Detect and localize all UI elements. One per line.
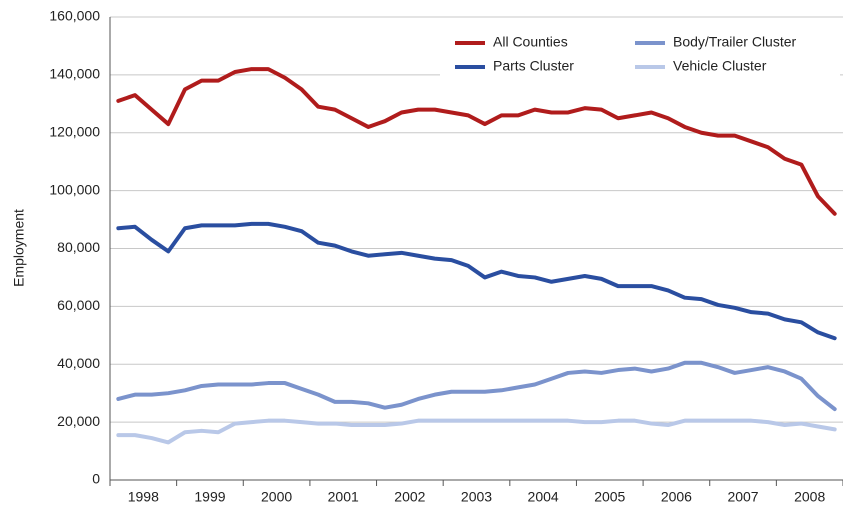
y-tick-label: 80,000 — [57, 239, 100, 255]
x-tick-label: 2005 — [594, 489, 625, 505]
legend — [440, 26, 840, 84]
y-tick-label: 40,000 — [57, 355, 100, 371]
y-tick-label: 20,000 — [57, 413, 100, 429]
legend-label: Vehicle Cluster — [673, 58, 767, 74]
x-tick-label: 2004 — [528, 489, 559, 505]
x-tick-label: 2002 — [394, 489, 425, 505]
y-tick-label: 120,000 — [49, 123, 100, 139]
y-tick-label: 160,000 — [49, 8, 100, 24]
legend-label: All Counties — [493, 34, 568, 50]
x-tick-label: 1999 — [194, 489, 225, 505]
y-tick-label: 100,000 — [49, 181, 100, 197]
x-tick-label: 2006 — [661, 489, 692, 505]
series-line — [116, 67, 837, 216]
y-axis-label: Employment — [11, 209, 27, 287]
y-tick-label: 140,000 — [49, 66, 100, 82]
x-tick-label: 2008 — [794, 489, 825, 505]
legend-label: Parts Cluster — [493, 58, 574, 74]
x-tick-label: 2003 — [461, 489, 492, 505]
series-line — [116, 221, 837, 341]
x-tick-label: 1998 — [128, 489, 159, 505]
x-tick-label: 2007 — [727, 489, 758, 505]
x-tick-label: 2000 — [261, 489, 292, 505]
legend-label: Body/Trailer Cluster — [673, 34, 797, 50]
y-tick-label: 0 — [92, 471, 100, 487]
y-tick-label: 60,000 — [57, 297, 100, 313]
series-line — [116, 360, 837, 412]
series-line — [116, 418, 837, 445]
x-tick-label: 2001 — [328, 489, 359, 505]
